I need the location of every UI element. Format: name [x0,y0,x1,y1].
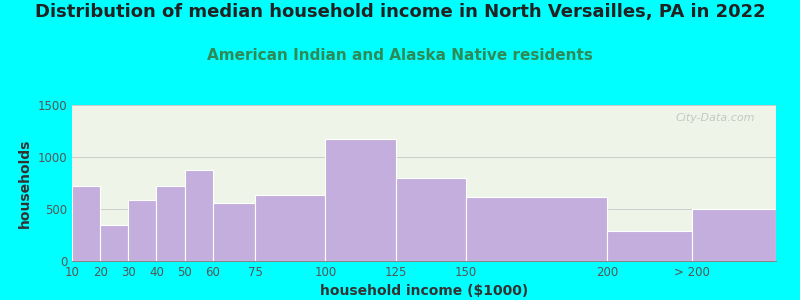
Bar [326,139,396,261]
Y-axis label: households: households [18,138,32,228]
Bar [466,197,607,261]
Text: American Indian and Alaska Native residents: American Indian and Alaska Native reside… [207,48,593,63]
Bar [607,231,691,261]
Bar [100,225,128,261]
Text: City-Data.com: City-Data.com [675,113,755,123]
Bar [213,203,255,261]
Bar [128,200,157,261]
Bar [691,209,776,261]
Bar [72,186,100,261]
Bar [255,195,326,261]
Bar [185,170,213,261]
Bar [157,186,185,261]
X-axis label: household income ($1000): household income ($1000) [320,284,528,298]
Text: Distribution of median household income in North Versailles, PA in 2022: Distribution of median household income … [34,3,766,21]
Bar [396,178,466,261]
